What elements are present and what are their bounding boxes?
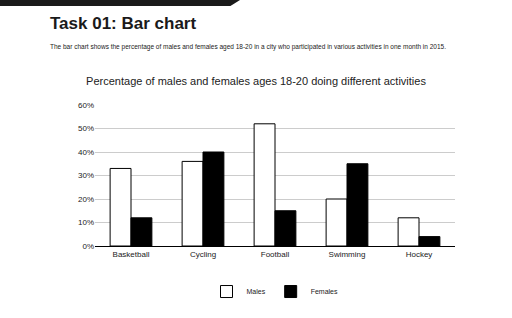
svg-text:10%: 10% [78,218,94,227]
svg-text:0%: 0% [82,242,94,251]
svg-text:50%: 50% [78,124,94,133]
svg-text:40%: 40% [78,148,94,157]
svg-text:20%: 20% [78,195,94,204]
svg-text:Females: Females [311,288,338,295]
svg-text:30%: 30% [78,171,94,180]
svg-text:Football: Football [261,250,290,259]
html-text:Task 01: Bar chart: Task 01: Bar chart [50,14,197,33]
svg-text:60%: 60% [78,101,94,110]
svg-text:Cycling: Cycling [190,250,216,259]
svg-text:Hockey: Hockey [406,250,433,259]
svg-text:Percentage of males and female: Percentage of males and females ages 18-… [86,75,426,87]
svg-text:Males: Males [247,288,266,295]
svg-text:Swimming: Swimming [329,250,366,259]
html-text:The bar chart shows the percen: The bar chart shows the percentage of ma… [50,43,446,50]
svg-text:Basketball: Basketball [113,250,150,259]
